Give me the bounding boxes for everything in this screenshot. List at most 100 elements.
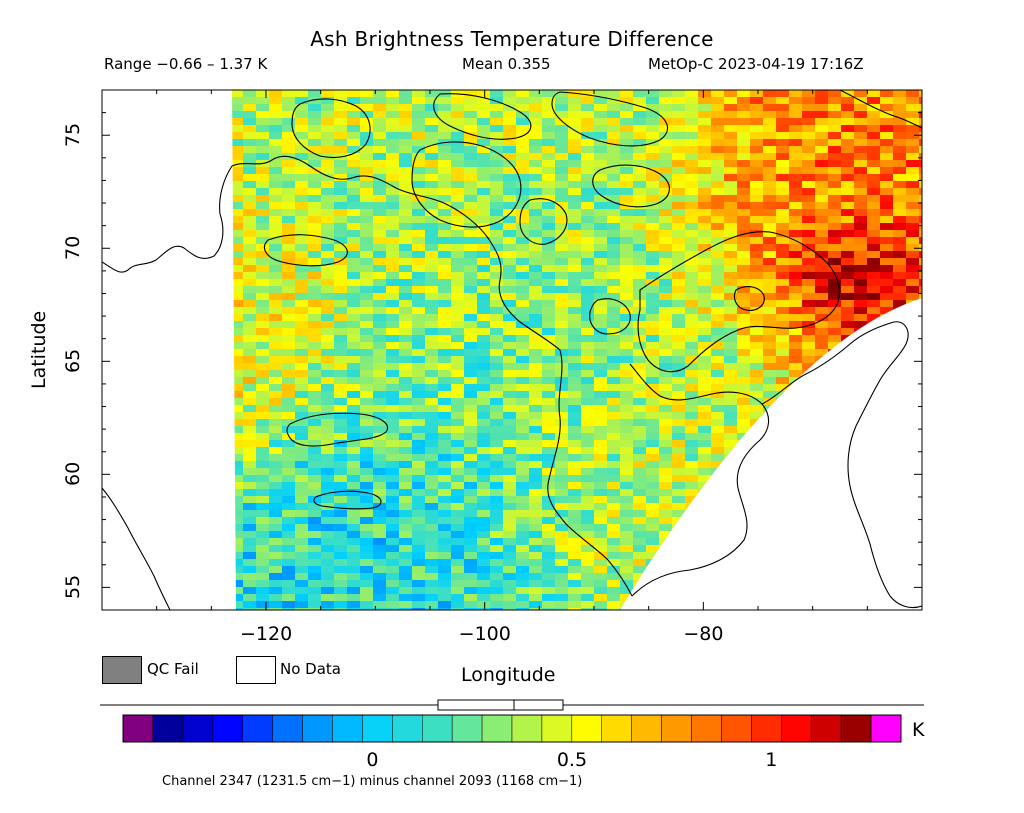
heatmap-cell — [763, 580, 777, 588]
heatmap-cell — [542, 314, 556, 322]
heatmap-cell — [880, 475, 894, 483]
heatmap-cell — [412, 244, 426, 252]
heatmap-cell — [232, 216, 244, 224]
heatmap-cell — [555, 440, 569, 448]
heatmap-cell — [724, 559, 738, 567]
heatmap-cell — [893, 139, 907, 147]
heatmap-cell — [906, 202, 920, 210]
heatmap-cell — [724, 363, 738, 371]
heatmap-cell — [776, 377, 790, 385]
heatmap-cell — [347, 90, 361, 98]
heatmap-cell — [672, 153, 686, 161]
heatmap-cell — [581, 475, 595, 483]
heatmap-cell — [893, 489, 907, 497]
heatmap-cell — [802, 223, 816, 231]
heatmap-cell — [438, 118, 452, 126]
heatmap-cell — [763, 349, 777, 357]
heatmap-cell — [620, 384, 634, 392]
heatmap-cell — [880, 286, 894, 294]
heatmap-cell — [269, 475, 283, 483]
heatmap-cell — [334, 181, 348, 189]
heatmap-cell — [711, 237, 725, 245]
heatmap-cell — [633, 181, 647, 189]
heatmap-cell — [763, 510, 777, 518]
heatmap-cell — [776, 265, 790, 273]
heatmap-cell — [477, 377, 491, 385]
heatmap-cell — [906, 286, 920, 294]
heatmap-cell — [477, 405, 491, 413]
heatmap-cell — [360, 559, 374, 567]
heatmap-cell — [815, 279, 829, 287]
heatmap-cell — [581, 587, 595, 595]
heatmap-cell — [243, 230, 257, 238]
hudson-bay-east — [629, 363, 770, 597]
heatmap-cell — [256, 237, 270, 245]
heatmap-cell — [503, 370, 517, 378]
heatmap-cell — [763, 384, 777, 392]
heatmap-cell — [529, 349, 543, 357]
heatmap-cell — [659, 391, 673, 399]
heatmap-cell — [802, 188, 816, 196]
heatmap-cell — [464, 447, 478, 455]
heatmap-cell — [750, 503, 764, 511]
heatmap-cell — [659, 433, 673, 441]
heatmap-cell — [232, 454, 244, 462]
heatmap-cell — [919, 258, 922, 266]
heatmap-cell — [646, 545, 660, 553]
heatmap-cell — [633, 384, 647, 392]
heatmap-cell — [815, 580, 829, 588]
heatmap-cell — [451, 230, 465, 238]
heatmap-cell — [854, 454, 868, 462]
heatmap-cell — [334, 608, 348, 610]
colorbar-cell — [152, 714, 184, 743]
heatmap-cell — [529, 405, 543, 413]
heatmap-cell — [360, 230, 374, 238]
heatmap-cell — [529, 209, 543, 217]
heatmap-cell — [815, 384, 829, 392]
heatmap-cell — [282, 237, 296, 245]
heatmap-cell — [815, 111, 829, 119]
heatmap-cell — [477, 454, 491, 462]
heatmap-cell — [646, 594, 660, 602]
heatmap-cell — [841, 167, 855, 175]
heatmap-cell — [906, 580, 920, 588]
heatmap-cell — [789, 482, 803, 490]
heatmap-cell — [347, 272, 361, 280]
heatmap-cell — [802, 258, 816, 266]
heatmap-cell — [438, 384, 452, 392]
heatmap-cell — [594, 552, 608, 560]
heatmap-cell — [763, 216, 777, 224]
heatmap-cell — [464, 153, 478, 161]
heatmap-cell — [295, 377, 309, 385]
heatmap-cell — [425, 202, 439, 210]
heatmap-cell — [516, 321, 530, 329]
heatmap-cell — [633, 258, 647, 266]
heatmap-cell — [594, 272, 608, 280]
heatmap-cell — [308, 454, 322, 462]
heatmap-cell — [672, 293, 686, 301]
heatmap-cell — [321, 258, 335, 266]
heatmap-cell — [425, 139, 439, 147]
heatmap-cell — [750, 559, 764, 567]
heatmap-cell — [893, 146, 907, 154]
heatmap-cell — [386, 286, 400, 294]
heatmap-cell — [750, 139, 764, 147]
heatmap-cell — [802, 104, 816, 112]
heatmap-cell — [906, 426, 920, 434]
heatmap-cell — [737, 216, 751, 224]
heatmap-cell — [490, 489, 504, 497]
heatmap-cell — [893, 503, 907, 511]
heatmap-cell — [893, 405, 907, 413]
heatmap-cell — [802, 349, 816, 357]
heatmap-cell — [438, 335, 452, 343]
heatmap-cell — [906, 188, 920, 196]
heatmap-cell — [347, 335, 361, 343]
heatmap-cell — [399, 377, 413, 385]
heatmap-cell — [321, 461, 335, 469]
heatmap-cell — [802, 405, 816, 413]
heatmap-cell — [685, 188, 699, 196]
heatmap-cell — [880, 300, 894, 308]
heatmap-cell — [646, 272, 660, 280]
heatmap-cell — [477, 440, 491, 448]
heatmap-cell — [867, 279, 881, 287]
